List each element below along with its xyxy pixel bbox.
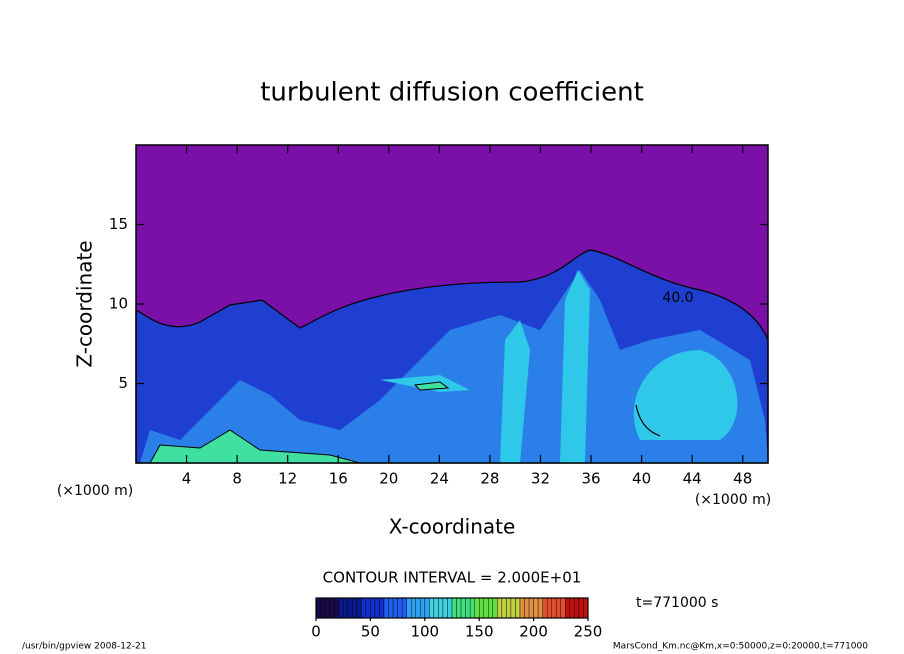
colorbar-stripe [343,597,348,619]
x-unit-label: (×1000 m) [695,492,771,508]
colorbar-stripe [411,597,416,619]
colorbar-stripe [438,597,444,619]
colorbar-stripe [442,597,448,619]
footer-right: MarsCond_Km.nc@Km,x=0:50000,z=0:20000,t=… [613,642,868,652]
colorbar-stripe [338,597,344,619]
colorbar-stripe [429,597,435,619]
colorbar-stripe [501,597,507,619]
colorbar-stripe [519,597,525,619]
y-tick-label: 10 [109,295,128,313]
field [135,249,769,464]
y-tick-label: 5 [118,374,128,392]
y-axis-title: Z-coordinate [73,240,97,367]
colorbar-stripe [556,597,561,619]
colorbar-stripe [469,597,475,619]
x-axis-title: X-coordinate [389,515,516,539]
colorbar-tick-label: 50 [361,623,380,641]
colorbar-stripe [560,597,566,619]
colorbar-stripe [447,597,453,619]
colorbar-stripe [451,597,457,619]
colorbar-stripe [374,597,380,619]
field-region [140,270,768,463]
colorbar-stripe [356,597,362,619]
x-tick-label: 8 [232,470,242,488]
colorbar-stripe [324,597,330,619]
x-tick-label: 28 [480,470,499,488]
colorbar-stripe [315,597,321,619]
colorbar-stripe [547,597,552,619]
colorbar-stripe [506,597,512,619]
field-region [380,270,738,463]
x-unit-label: (×1000 m) [57,483,133,499]
x-tick-label: 24 [430,470,449,488]
colorbar-frame [315,597,589,619]
colorbar-stripe [537,597,543,619]
footer-left: /usr/bin/gpview 2008-12-21 [22,642,146,652]
colorbar-stripe [361,597,367,619]
colorbar-stripe [565,597,571,619]
colorbar-stripe [492,597,498,619]
colorbar-tick-label: 0 [311,623,321,641]
colorbar-stripe [352,597,357,619]
colorbar-stripe [397,597,403,619]
x-tick-label: 36 [581,470,600,488]
colorbar-stripe [479,597,484,619]
x-tick-label: 20 [379,470,398,488]
colorbar-stripe [347,597,353,619]
colorbar-tick-label: 150 [465,623,494,641]
y-tick-label: 15 [109,215,128,233]
colorbar-stripe [415,597,421,619]
colorbar-tick-label: 250 [574,623,603,641]
x-tick-label: 44 [683,470,702,488]
colorbar-stripe [401,597,407,619]
colorbar-tick-label: 200 [519,623,548,641]
x-tick-label: 40 [632,470,651,488]
colorbar-stripe [383,597,389,619]
colorbar-stripe [392,597,398,619]
colorbar-stripe [333,597,339,619]
colorbar-stripe [424,597,430,619]
contour-line [635,404,661,437]
x-tick-label: 48 [733,470,752,488]
colorbar-stripe [320,597,326,619]
colorbar-stripe [524,597,530,619]
x-tick-label: 16 [329,470,348,488]
x-tick-label: 4 [182,470,192,488]
colorbar-stripe [528,597,534,619]
colorbar-stripe [388,597,394,619]
colorbar-stripe [483,597,489,619]
colorbar-stripe [420,597,425,619]
colorbar-tick-label: 100 [410,623,439,641]
colorbar-stripe [365,597,371,619]
colorbar-stripe [533,597,539,619]
x-tick-label: 32 [531,470,550,488]
colorbar-stripe [465,597,471,619]
contour-label: 40.0 [662,290,693,306]
x-tick-label: 12 [278,470,297,488]
colorbar-stripe [574,597,580,619]
colorbar-stripe [569,597,575,619]
field-region [149,381,450,464]
colorbar-stripe [510,597,516,619]
colorbar-stripe [497,597,503,619]
colorbar-stripe [583,597,589,619]
colorbar-stripe [460,597,466,619]
colorbar-stripe [474,597,480,619]
colorbar-stripe [406,597,412,619]
colorbar-stripe [329,597,335,619]
colorbar-stripe [379,597,385,619]
chart-title: turbulent diffusion coefficient [260,78,644,108]
time-label: t=771000 s [636,595,718,611]
colorbar-stripe [433,597,439,619]
colorbar-stripe [542,597,548,619]
colorbar-stripe [488,597,493,619]
colorbar-stripe [456,597,462,619]
colorbar-stripe [578,597,584,619]
contour-interval: CONTOUR INTERVAL = 2.000E+01 [323,569,582,587]
colorbar-stripe [370,597,376,619]
colorbar-stripe [551,597,557,619]
colorbar-stripe [515,597,521,619]
